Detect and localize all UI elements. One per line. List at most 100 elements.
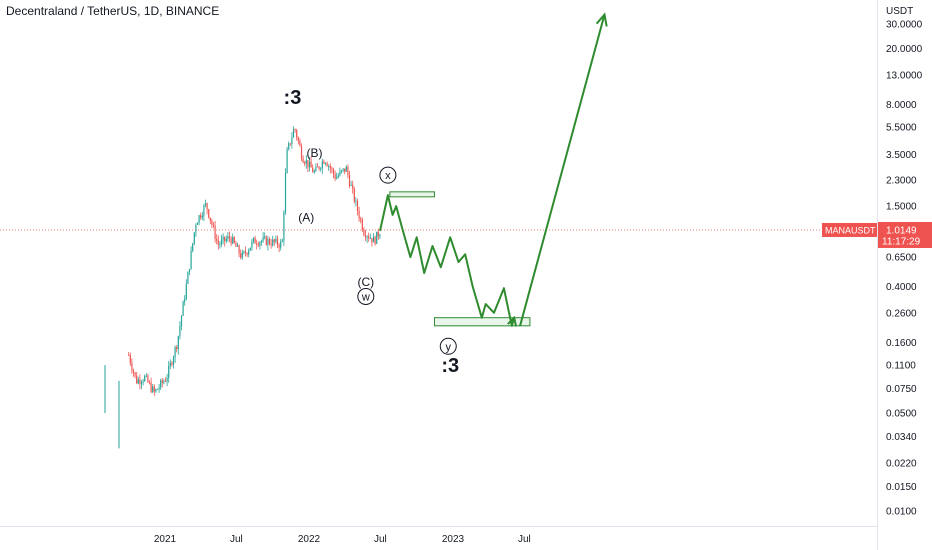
candle-body [171, 362, 173, 365]
candle-body [369, 238, 371, 239]
candle-body [240, 253, 242, 258]
y-tick-label-12: 0.1100 [886, 361, 916, 372]
candle-body [254, 237, 256, 244]
candle-122 [323, 159, 325, 165]
candle-body [153, 386, 155, 392]
candle-body [316, 166, 319, 168]
candle-body [176, 347, 178, 350]
candle-body [267, 238, 269, 245]
candle-body [252, 237, 255, 242]
candle-body [262, 237, 264, 241]
candle-104 [294, 128, 296, 133]
y-tick-label-4: 5.5000 [886, 123, 917, 134]
candle-body [155, 389, 157, 392]
candle-134 [342, 168, 344, 173]
candle-body [132, 370, 135, 373]
candle-body [292, 129, 295, 138]
candle-body [273, 239, 275, 242]
candle-66 [233, 236, 235, 244]
candle-157 [379, 233, 381, 240]
candle-27 [171, 361, 173, 367]
candle-80 [256, 239, 258, 250]
candle-body [232, 237, 234, 244]
candle-65 [232, 233, 234, 245]
candle-72 [243, 250, 245, 255]
candle-body [379, 234, 381, 237]
candle-140 [352, 180, 354, 194]
candle-body [361, 219, 363, 230]
wave-label-7: :3 [441, 355, 459, 377]
candle-55 [216, 234, 218, 245]
candle-86 [265, 235, 267, 246]
candle-body [190, 250, 192, 269]
candle-107 [299, 138, 301, 147]
y-tick-label-16: 0.0220 [886, 459, 917, 470]
x-tick-label-4: 2023 [442, 534, 465, 545]
candle-body [235, 242, 237, 247]
chart-title: Decentraland / TetherUS, 1D, BINANCE [6, 4, 220, 18]
candle-54 [214, 221, 216, 243]
wave-label-6: y [446, 341, 452, 353]
candle-body [270, 243, 272, 246]
candle-body [180, 315, 183, 327]
price-tag-value: 1.0149 [886, 225, 917, 236]
candle-body [284, 173, 287, 213]
candle-149 [366, 235, 368, 243]
candle-100 [288, 141, 290, 151]
candle-body [302, 158, 304, 163]
symbol-tag-bg [822, 222, 877, 237]
candle-body [212, 224, 215, 226]
candle-44 [198, 214, 200, 226]
candle-body [179, 326, 181, 337]
y-tick-label-10: 0.2600 [886, 308, 917, 319]
candle-body [182, 301, 184, 316]
candle-153 [372, 233, 375, 243]
candle-body [139, 379, 141, 384]
candle-body [297, 137, 299, 141]
candle-96 [281, 238, 283, 243]
candle-body [220, 239, 223, 245]
candle-body [137, 379, 139, 384]
candle-73 [244, 246, 247, 257]
candle-7 [139, 374, 141, 390]
candle-body [376, 231, 378, 244]
candle-76 [249, 247, 251, 251]
candle-11 [145, 373, 147, 378]
candle-110 [304, 160, 306, 167]
candle-body [371, 238, 373, 243]
candle-body [328, 165, 330, 167]
candle-body [140, 382, 143, 384]
candle-body [377, 231, 379, 237]
candle-body [340, 170, 343, 172]
candle-46 [201, 211, 203, 221]
candle-body [256, 243, 258, 245]
y-tick-label-1: 20.0000 [886, 44, 923, 55]
candle-148 [364, 229, 367, 242]
candle-body [374, 236, 376, 244]
x-tick-label-5: Jul [518, 534, 531, 545]
candle-22 [163, 378, 165, 385]
candle-151 [369, 233, 371, 239]
candle-body [320, 168, 322, 170]
candle-body [363, 229, 365, 236]
candle-body [174, 347, 176, 358]
candle-body [294, 129, 296, 131]
candle-147 [363, 227, 365, 237]
candle-body [224, 236, 226, 242]
candle-106 [297, 136, 299, 145]
candle-8 [140, 380, 143, 390]
candle-body [166, 377, 168, 382]
wave-circle-3 [379, 166, 397, 184]
y-tick-label-15: 0.0340 [886, 432, 917, 443]
candle-32 [179, 321, 181, 340]
y-tick-label-17: 0.0150 [886, 482, 917, 493]
candle-43 [196, 222, 199, 225]
candle-9 [142, 378, 144, 386]
candle-74 [246, 252, 248, 258]
breakout-arrow-line [519, 14, 606, 327]
candle-113 [308, 156, 311, 172]
candle-body [201, 215, 203, 218]
x-tick-label-1: Jul [230, 534, 243, 545]
candle-body [288, 143, 290, 150]
